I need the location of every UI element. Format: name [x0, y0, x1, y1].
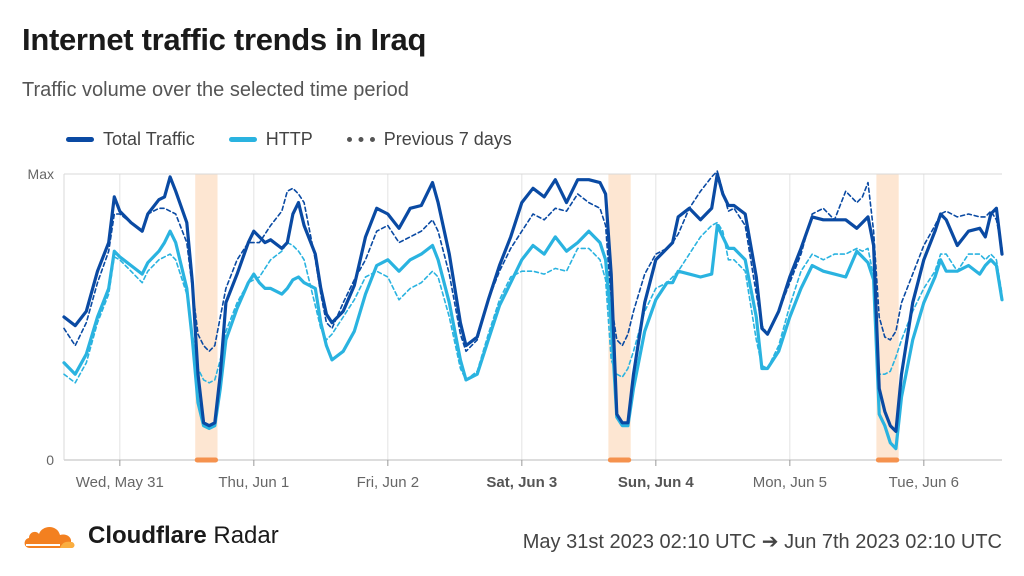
- legend-swatch-http: [228, 137, 257, 142]
- x-tick-label-5: Mon, Jun 5: [753, 474, 827, 491]
- legend-item-total[interactable]: Total Traffic: [66, 129, 195, 150]
- series-line-http: [62, 223, 1004, 451]
- brand-name-regular: Radar: [213, 522, 279, 549]
- series-line-prev-total: [63, 170, 1003, 353]
- brand-name: Cloudflare Radar: [88, 522, 279, 550]
- cloudflare-radar-logo: Cloudflare Radar: [22, 522, 279, 550]
- page-title: Internet traffic trends in Iraq: [22, 22, 427, 57]
- cloudflare-cloud-icon: [24, 527, 75, 548]
- y-tick-label-zero: 0: [46, 452, 54, 468]
- legend-swatch-total: [66, 137, 94, 142]
- outage-band-2: [876, 174, 899, 460]
- y-tick-label-max: Max: [28, 166, 54, 182]
- series-line-prev-http: [63, 221, 1003, 384]
- legend-label-total: Total Traffic: [103, 129, 195, 149]
- legend-label-http: HTTP: [265, 129, 313, 149]
- x-tick-label-4: Sun, Jun 4: [618, 474, 695, 491]
- page-subtitle: Traffic volume over the selected time pe…: [22, 79, 409, 101]
- chart-legend: Total Traffic HTTP Previous 7 days: [66, 129, 546, 150]
- series-line-total: [62, 172, 1004, 433]
- date-range-label: May 31st 2023 02:10 UTC ➔ Jun 7th 2023 0…: [522, 531, 1002, 553]
- legend-item-previous[interactable]: Previous 7 days: [346, 129, 512, 150]
- traffic-line-chart: Max 0 Wed, May 31 Thu, Jun 1 Fri, Jun 2 Sat, …: [28, 166, 1004, 491]
- x-tick-label-0: Wed, May 31: [76, 474, 164, 491]
- x-tick-label-1: Thu, Jun 1: [218, 474, 289, 491]
- legend-swatch-previous: [346, 137, 375, 142]
- x-tick-label-2: Fri, Jun 2: [357, 474, 420, 491]
- legend-label-previous: Previous 7 days: [383, 129, 512, 149]
- legend-item-http[interactable]: HTTP: [228, 129, 313, 150]
- brand-name-bold: Cloudflare: [88, 522, 207, 549]
- x-tick-label-6: Tue, Jun 6: [889, 474, 959, 491]
- x-tick-label-3: Sat, Jun 3: [486, 474, 557, 491]
